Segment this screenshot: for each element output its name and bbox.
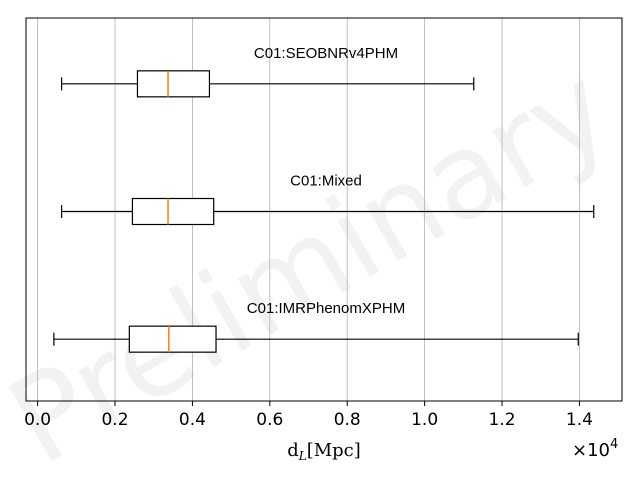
x-axis-offset-exponent: 4 (610, 437, 618, 452)
box-label: C01:Mixed (290, 173, 362, 190)
watermark-text: Preliminary (0, 38, 633, 480)
x-tick-label: 0.4 (179, 410, 206, 430)
iqr-box (136, 70, 211, 98)
box-plots: C01:SEOBNRv4PHM C01:Mixed C01:IMRPhenomXPH… (53, 45, 595, 353)
x-tick-label: 1.2 (489, 410, 516, 430)
x-axis-label-main: d (287, 440, 299, 461)
x-tick-label: 0.8 (334, 410, 361, 430)
x-tick-label: 1.4 (566, 410, 593, 430)
x-axis-offset-prefix: ×10 (572, 440, 610, 461)
x-axis-offset: ×104 (572, 437, 618, 461)
iqr-box (128, 325, 217, 353)
plot-frame (25, 17, 623, 402)
iqr-box (131, 197, 215, 226)
box-plot-group: C01:SEOBNRv4PHM (61, 45, 475, 98)
box-label: C01:SEOBNRv4PHM (254, 45, 398, 62)
x-axis-label-sub: L (298, 449, 307, 463)
x-tick-label: 0.2 (101, 410, 128, 430)
x-tick-label: 0.6 (256, 410, 283, 430)
x-axis: 0.0 0.2 0.4 0.6 0.8 1.0 1.2 1.4 (24, 401, 593, 430)
x-axis-label: dL[Mpc] (287, 440, 361, 463)
x-tick-label: 1.0 (411, 410, 438, 430)
x-axis-label-unit: [Mpc] (307, 440, 361, 461)
box-plot-group: C01:Mixed (61, 173, 595, 226)
x-tick-label: 0.0 (24, 410, 51, 430)
box-label: C01:IMRPhenomXPHM (247, 300, 405, 317)
box-plot-group: C01:IMRPhenomXPHM (53, 300, 579, 353)
